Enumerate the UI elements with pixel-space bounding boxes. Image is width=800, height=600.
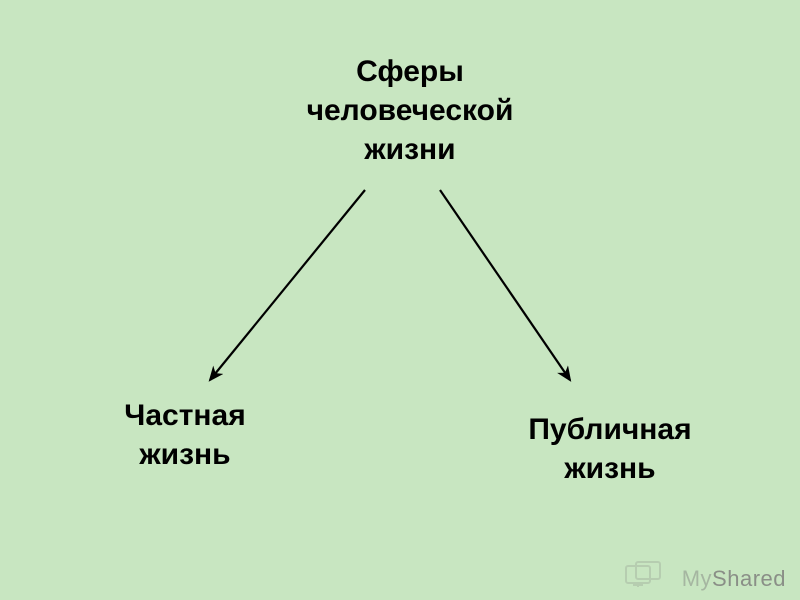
left-child-line1: Частная xyxy=(90,396,280,435)
root-line1: Сферы xyxy=(280,52,540,91)
root-line3: жизни xyxy=(280,130,540,169)
edge-arrow xyxy=(210,190,365,380)
right-child-line2: жизнь xyxy=(500,449,720,488)
diagram-canvas: Сферы человеческой жизни Частная жизнь П… xyxy=(0,0,800,600)
watermark-text: MyShared xyxy=(682,566,786,592)
root-node: Сферы человеческой жизни xyxy=(280,52,540,169)
right-child-node: Публичная жизнь xyxy=(500,410,720,488)
watermark-prefix: My xyxy=(682,566,712,591)
left-child-line2: жизнь xyxy=(90,435,280,474)
root-line2: человеческой xyxy=(280,91,540,130)
watermark-suffix: Shared xyxy=(712,566,786,591)
edge-arrow xyxy=(440,190,570,380)
right-child-line1: Публичная xyxy=(500,410,720,449)
left-child-node: Частная жизнь xyxy=(90,396,280,474)
watermark-icon xyxy=(624,560,666,590)
